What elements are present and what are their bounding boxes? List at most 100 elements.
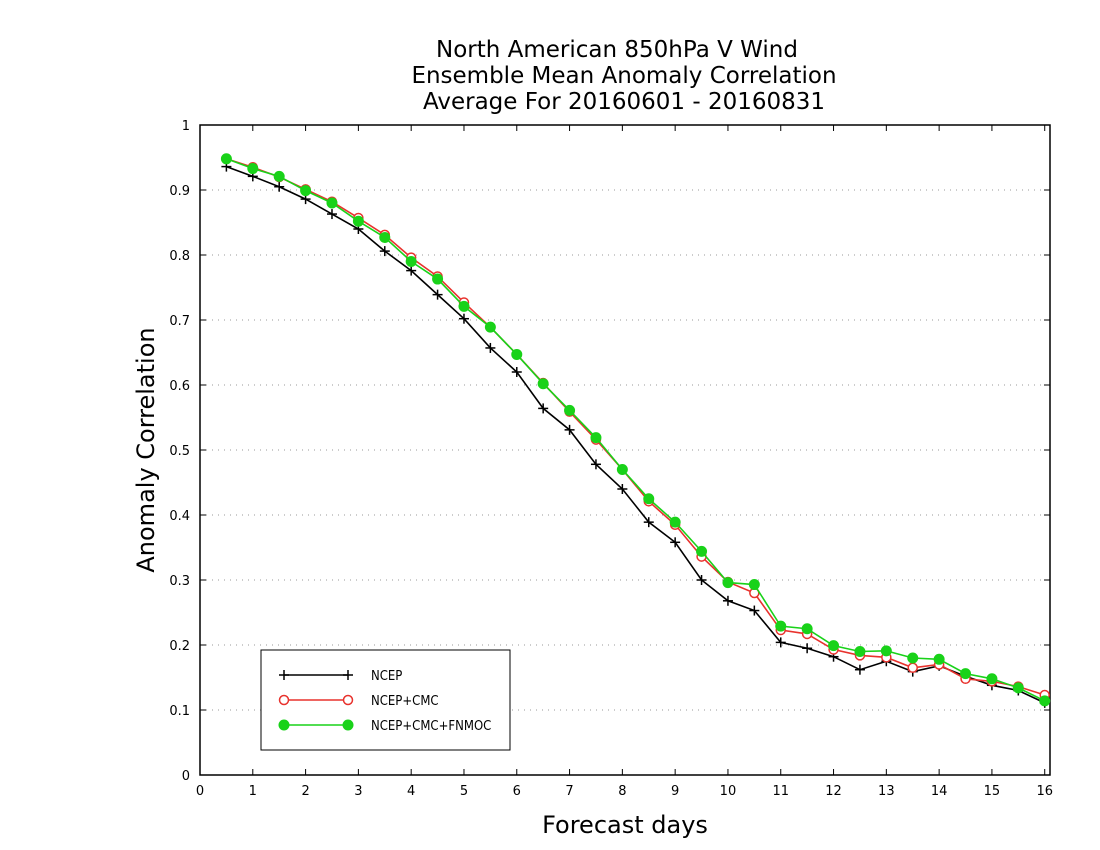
data-point xyxy=(432,289,443,300)
x-tick-label: 3 xyxy=(354,784,362,799)
y-tick-label: 0.4 xyxy=(169,509,190,524)
data-point xyxy=(854,664,865,675)
data-point xyxy=(933,653,945,665)
y-tick-label: 0.5 xyxy=(169,444,190,459)
data-point xyxy=(220,153,232,165)
x-tick-label: 1 xyxy=(249,784,257,799)
data-point xyxy=(537,378,549,390)
x-tick-label: 2 xyxy=(301,784,309,799)
x-axis-title: Forecast days xyxy=(542,811,708,839)
data-point xyxy=(326,209,337,220)
chart-title-line-2: Ensemble Mean Anomaly Correlation xyxy=(411,63,836,89)
x-tick-label: 10 xyxy=(720,784,737,799)
data-point xyxy=(458,300,470,312)
y-axis-title: Anomaly Correlation xyxy=(132,327,160,572)
data-point xyxy=(643,493,655,505)
y-tick-label: 0.6 xyxy=(169,379,190,394)
data-point xyxy=(775,637,786,648)
x-tick-label: 6 xyxy=(513,784,521,799)
legend-label: NCEP+CMC+FNMOC xyxy=(371,719,491,734)
chart-title: North American 850hPa V Wind Ensemble Me… xyxy=(411,37,836,115)
x-tick-label: 8 xyxy=(618,784,626,799)
x-tick-label: 7 xyxy=(565,784,573,799)
series-3 xyxy=(220,153,1051,707)
x-tick-label: 0 xyxy=(196,784,204,799)
x-tick-label: 4 xyxy=(407,784,415,799)
series-layer xyxy=(220,153,1051,708)
data-point xyxy=(828,640,840,652)
x-tick-label: 13 xyxy=(878,784,895,799)
legend-label: NCEP+CMC xyxy=(371,694,439,709)
data-point xyxy=(748,579,760,591)
data-point xyxy=(511,348,523,360)
legend-marker-start xyxy=(278,694,290,706)
x-tick-label: 5 xyxy=(460,784,468,799)
data-point xyxy=(643,517,654,528)
y-tick-label: 0 xyxy=(182,769,190,784)
data-point xyxy=(1012,682,1024,694)
data-point xyxy=(801,623,813,635)
data-point xyxy=(273,170,285,182)
chart-title-line-1: North American 850hPa V Wind xyxy=(436,37,798,63)
data-point xyxy=(986,673,998,685)
x-tick-label: 12 xyxy=(825,784,842,799)
legend-label: NCEP xyxy=(371,669,402,684)
legend-entry: NCEP+CMC+FNMOC xyxy=(278,719,491,734)
data-point xyxy=(564,404,576,416)
y-tick-label: 0.3 xyxy=(169,574,190,589)
data-point xyxy=(379,231,391,243)
x-tick-label: 11 xyxy=(772,784,789,799)
x-tick-label: 9 xyxy=(671,784,679,799)
data-point xyxy=(670,537,681,548)
series-line xyxy=(226,158,1046,702)
legend-marker-start xyxy=(279,670,289,680)
data-point xyxy=(511,367,522,377)
y-tick-label: 0.8 xyxy=(169,249,190,264)
legend-marker-end xyxy=(342,719,354,731)
data-point xyxy=(722,595,733,606)
data-point xyxy=(960,668,972,680)
data-point xyxy=(775,620,787,632)
data-point xyxy=(749,605,760,616)
chart-title-line-3: Average For 20160601 - 20160831 xyxy=(423,89,825,115)
legend-marker-end xyxy=(343,670,353,680)
data-point xyxy=(484,321,496,333)
data-point xyxy=(696,545,708,557)
y-tick-label: 0.1 xyxy=(169,704,190,719)
data-point xyxy=(617,484,628,494)
data-point xyxy=(564,424,575,435)
legend: NCEP NCEP+CMC NCEP+CMC+FNMOC xyxy=(260,649,511,751)
data-point xyxy=(538,403,549,414)
y-tick-label: 0.7 xyxy=(169,314,190,329)
data-point xyxy=(406,265,417,276)
y-tick-label: 1 xyxy=(182,119,190,134)
legend-marker-end xyxy=(342,694,354,706)
series-line xyxy=(226,158,1045,696)
axis-ticks: 00.10.20.30.40.50.60.70.80.910 1 2 3 4 5 6 7 8 9 1… xyxy=(169,119,1053,799)
data-point xyxy=(352,215,364,227)
y-tick-label: 0.9 xyxy=(169,184,190,199)
data-point xyxy=(880,645,892,657)
data-point xyxy=(696,575,707,585)
data-point xyxy=(854,646,866,657)
data-point xyxy=(274,181,285,192)
data-point xyxy=(379,246,390,257)
data-point xyxy=(458,313,469,324)
data-point xyxy=(590,432,602,444)
data-point xyxy=(722,577,734,589)
data-point xyxy=(616,464,628,475)
legend-entry: NCEP xyxy=(279,669,402,684)
data-point xyxy=(907,662,918,673)
data-point xyxy=(247,163,259,175)
data-point xyxy=(669,516,681,528)
series-2 xyxy=(221,153,1050,701)
data-point xyxy=(1039,695,1051,707)
y-tick-label: 0.2 xyxy=(169,639,190,654)
legend-marker-start xyxy=(278,719,290,731)
series-1 xyxy=(221,161,1050,708)
legend-entry: NCEP+CMC xyxy=(278,694,439,709)
grid-lines xyxy=(200,189,1050,711)
x-tick-label: 16 xyxy=(1036,784,1053,799)
data-point xyxy=(590,459,601,470)
